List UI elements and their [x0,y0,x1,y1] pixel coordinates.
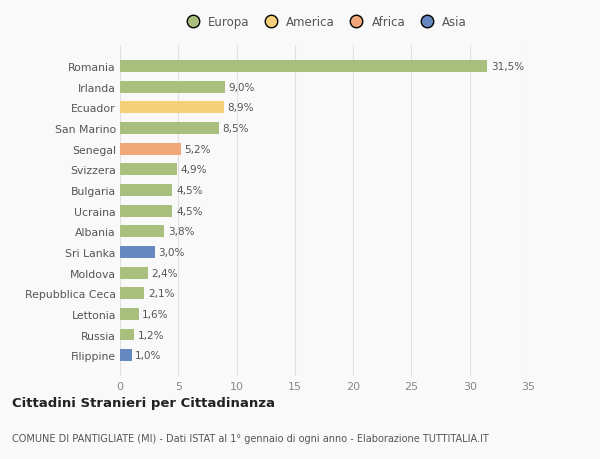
Text: 1,6%: 1,6% [142,309,169,319]
Text: 5,2%: 5,2% [184,144,211,154]
Text: 4,5%: 4,5% [176,185,202,196]
Bar [120,61,487,73]
Bar [120,329,134,341]
Text: Cittadini Stranieri per Cittadinanza: Cittadini Stranieri per Cittadinanza [12,396,275,409]
Text: 2,1%: 2,1% [148,289,175,298]
Bar [120,123,219,134]
Bar [120,288,145,300]
Bar [120,205,172,217]
Bar [120,164,177,176]
Text: 3,8%: 3,8% [168,227,194,237]
Text: 9,0%: 9,0% [229,83,255,93]
Text: 1,0%: 1,0% [135,350,161,360]
Text: 1,2%: 1,2% [137,330,164,340]
Bar [120,226,164,238]
Text: 4,9%: 4,9% [181,165,207,175]
Text: 8,9%: 8,9% [227,103,254,113]
Bar [120,185,172,196]
Bar [120,82,225,94]
Text: 2,4%: 2,4% [151,268,178,278]
Text: 8,5%: 8,5% [223,124,249,134]
Text: COMUNE DI PANTIGLIATE (MI) - Dati ISTAT al 1° gennaio di ogni anno - Elaborazion: COMUNE DI PANTIGLIATE (MI) - Dati ISTAT … [12,433,489,442]
Bar [120,308,139,320]
Bar [120,349,131,361]
Legend: Europa, America, Africa, Asia: Europa, America, Africa, Asia [176,11,472,34]
Text: 31,5%: 31,5% [491,62,524,72]
Bar [120,246,155,258]
Bar [120,143,181,155]
Text: 4,5%: 4,5% [176,206,202,216]
Text: 3,0%: 3,0% [158,247,185,257]
Bar [120,267,148,279]
Bar [120,102,224,114]
